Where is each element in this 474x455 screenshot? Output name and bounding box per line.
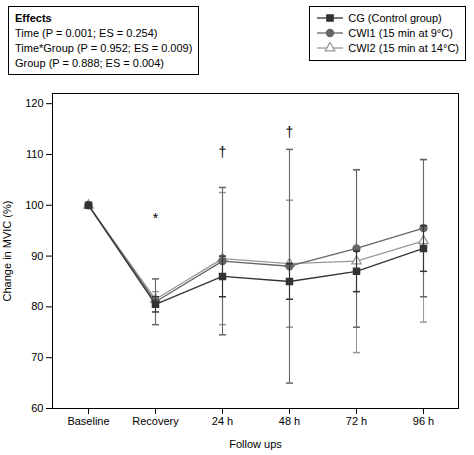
- svg-text:60: 60: [31, 402, 43, 414]
- svg-text:Change in MVIC (%): Change in MVIC (%): [1, 201, 13, 302]
- svg-text:70: 70: [31, 352, 43, 364]
- svg-text:72 h: 72 h: [346, 416, 367, 428]
- html-text:CWI2 (15 min at 14°C): CWI2 (15 min at 14°C): [348, 41, 459, 54]
- svg-text:*: *: [153, 210, 159, 226]
- html-text:CG (Control group): CG (Control group): [348, 12, 442, 24]
- html-text:CWI1 (15 min at 9°C): CWI1 (15 min at 9°C): [348, 26, 453, 39]
- html-text:Time*Group (P = 0.952; ES = 0.: Time*Group (P = 0.952; ES = 0.009): [15, 41, 193, 54]
- svg-text:†: †: [286, 124, 294, 140]
- svg-text:Recovery: Recovery: [132, 416, 179, 428]
- svg-text:90: 90: [31, 250, 43, 262]
- svg-text:96 h: 96 h: [413, 416, 434, 428]
- svg-text:100: 100: [25, 199, 43, 211]
- html-text:Effects: Effects: [15, 12, 52, 24]
- svg-text:24 h: 24 h: [212, 416, 233, 428]
- html-text:Group (P = 0.888; ES = 0.004): Group (P = 0.888; ES = 0.004): [15, 56, 164, 69]
- html-text:Time (P = 0.001; ES = 0.254): Time (P = 0.001; ES = 0.254): [15, 26, 158, 39]
- svg-text:Follow ups: Follow ups: [229, 438, 282, 450]
- svg-text:48 h: 48 h: [279, 416, 300, 428]
- svg-text:120: 120: [25, 98, 43, 110]
- svg-text:Baseline: Baseline: [67, 416, 109, 428]
- svg-text:80: 80: [31, 301, 43, 313]
- svg-text:110: 110: [26, 148, 44, 160]
- svg-text:†: †: [219, 144, 227, 160]
